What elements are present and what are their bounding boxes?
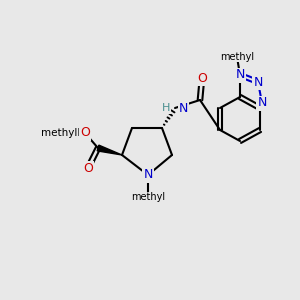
- Text: methyl: methyl: [131, 192, 165, 202]
- Text: N: N: [235, 68, 245, 82]
- Text: O: O: [80, 127, 90, 140]
- Text: O: O: [197, 71, 207, 85]
- Text: N: N: [257, 97, 267, 110]
- Text: methyl: methyl: [41, 128, 77, 138]
- Text: N: N: [143, 169, 153, 182]
- Text: methyl: methyl: [44, 128, 80, 138]
- Text: H: H: [162, 103, 170, 113]
- Polygon shape: [97, 145, 122, 155]
- Text: O: O: [83, 161, 93, 175]
- Text: methyl: methyl: [220, 52, 254, 62]
- Text: N: N: [253, 76, 263, 88]
- Text: N: N: [179, 101, 188, 115]
